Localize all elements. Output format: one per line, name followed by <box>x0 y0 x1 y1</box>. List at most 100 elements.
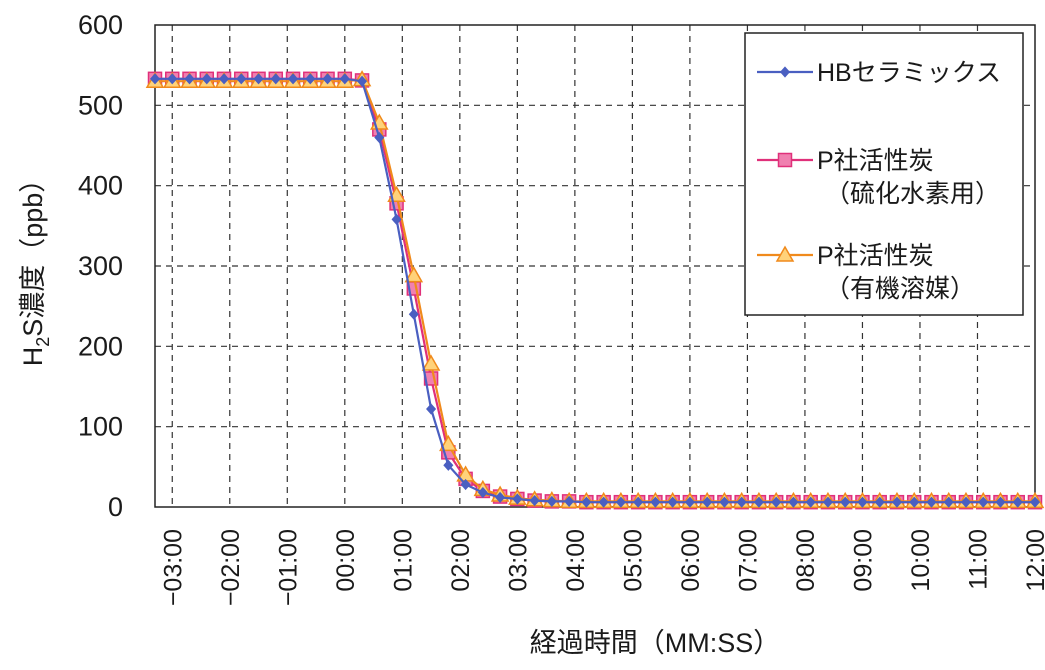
y-axis-title: H2S濃度（ppb） <box>18 166 53 367</box>
data-point-marker <box>253 73 264 85</box>
series-group <box>145 70 1045 510</box>
data-point-marker <box>443 459 454 471</box>
data-point-marker <box>909 496 920 508</box>
y-axis-title-subscript: 2 <box>33 337 53 347</box>
legend-label: P社活性炭 <box>817 147 934 175</box>
data-point-marker <box>270 73 281 85</box>
x-tick-label: 09:00 <box>849 529 877 592</box>
data-point-marker <box>771 496 782 508</box>
data-point-marker <box>339 73 350 85</box>
legend: HBセラミックス P社活性炭 （硫化水素用） P社活性炭 （有機溶媒） <box>744 32 1024 316</box>
data-point-marker <box>167 73 178 85</box>
x-tick-label: 02:00 <box>447 529 475 592</box>
x-tick-label: −03:00 <box>159 529 187 606</box>
x-tick-label: 03:00 <box>504 529 532 592</box>
data-point-marker <box>564 495 575 507</box>
data-point-marker <box>943 496 954 508</box>
x-tick-label: 07:00 <box>734 529 762 592</box>
legend-entry-0: HBセラミックス <box>757 59 1001 87</box>
data-point-marker <box>719 496 730 508</box>
x-tick-label: 00:00 <box>332 529 360 592</box>
legend-label: （有機溶媒） <box>825 275 975 303</box>
legend-box <box>744 32 1024 316</box>
data-point-marker <box>736 496 747 508</box>
data-point-marker <box>408 308 419 320</box>
data-point-marker <box>633 496 644 508</box>
data-point-marker <box>1029 496 1041 508</box>
x-axis-title: 経過時間（MM:SS） <box>530 628 781 658</box>
data-point-marker <box>357 75 368 87</box>
data-point-marker <box>702 496 713 508</box>
data-point-marker <box>615 496 626 508</box>
data-point-marker <box>439 434 458 452</box>
y-tick-label: 300 <box>78 251 123 281</box>
data-point-marker <box>184 73 195 85</box>
x-tick-label: 06:00 <box>677 529 705 592</box>
x-tick-label: 08:00 <box>792 529 820 592</box>
data-point-marker <box>891 496 902 508</box>
y-axis-title-main: H <box>18 347 48 367</box>
data-point-marker <box>391 213 402 226</box>
data-point-marker <box>978 496 989 508</box>
data-point-marker <box>684 496 695 508</box>
y-tick-label: 200 <box>78 331 123 361</box>
data-point-marker <box>426 403 437 415</box>
legend-entry-2: P社活性炭 （有機溶媒） <box>757 242 975 303</box>
legend-label: HBセラミックス <box>817 59 1001 87</box>
data-point-marker <box>374 131 385 144</box>
data-point-marker <box>529 494 540 507</box>
data-point-marker <box>495 491 506 503</box>
y-tick-label: 500 <box>78 90 123 120</box>
legend-label: （硫化水素用） <box>825 180 1000 208</box>
legend-label: P社活性炭 <box>817 242 934 270</box>
x-tick-label: 12:00 <box>1022 529 1045 592</box>
data-point-marker <box>477 486 488 499</box>
series-line <box>155 77 1035 504</box>
data-point-marker <box>777 152 793 168</box>
legend-entry-1: P社活性炭 （硫化水素用） <box>757 147 1000 208</box>
data-point-marker <box>753 496 764 508</box>
data-point-marker <box>650 496 661 508</box>
data-point-marker <box>926 496 937 508</box>
y-tick-label: 100 <box>78 412 123 442</box>
data-point-marker <box>236 73 247 85</box>
data-point-marker <box>779 66 791 78</box>
data-point-marker <box>149 73 161 85</box>
data-point-marker <box>305 73 316 85</box>
data-point-marker <box>218 73 230 85</box>
x-tick-label: −02:00 <box>217 529 245 606</box>
data-point-marker <box>322 73 333 85</box>
data-point-marker <box>598 496 609 508</box>
data-point-marker <box>822 496 833 508</box>
y-axis-title-rest: S濃度（ppb） <box>18 166 48 337</box>
y-tick-label: 0 <box>108 492 123 522</box>
data-point-marker <box>581 496 592 508</box>
x-tick-label: 04:00 <box>562 529 590 592</box>
data-point-marker <box>775 245 795 262</box>
data-point-marker <box>460 478 471 491</box>
series-0 <box>149 73 1041 508</box>
data-point-marker <box>512 493 523 505</box>
x-tick-label: −01:00 <box>274 529 302 606</box>
data-point-marker <box>421 354 441 371</box>
data-point-marker <box>201 73 212 85</box>
data-point-marker <box>667 496 678 508</box>
x-axis-ticks: −03:00 −02:00 −01:00 00:00 01:00 02:00 03:00 04… <box>159 529 1045 606</box>
data-point-marker <box>1012 496 1023 508</box>
data-point-marker <box>840 496 851 508</box>
data-point-marker <box>788 496 799 508</box>
x-tick-label: 01:00 <box>389 529 417 592</box>
x-tick-label: 11:00 <box>964 529 992 590</box>
data-point-marker <box>960 496 972 508</box>
data-point-marker <box>857 496 868 508</box>
data-point-marker <box>995 496 1006 508</box>
data-point-marker <box>404 266 424 283</box>
y-tick-label: 600 <box>78 10 123 40</box>
data-point-marker <box>874 496 885 508</box>
data-point-marker <box>805 496 816 508</box>
data-point-marker <box>288 73 299 85</box>
x-tick-label: 10:00 <box>907 529 935 592</box>
x-tick-label: 05:00 <box>619 529 647 592</box>
